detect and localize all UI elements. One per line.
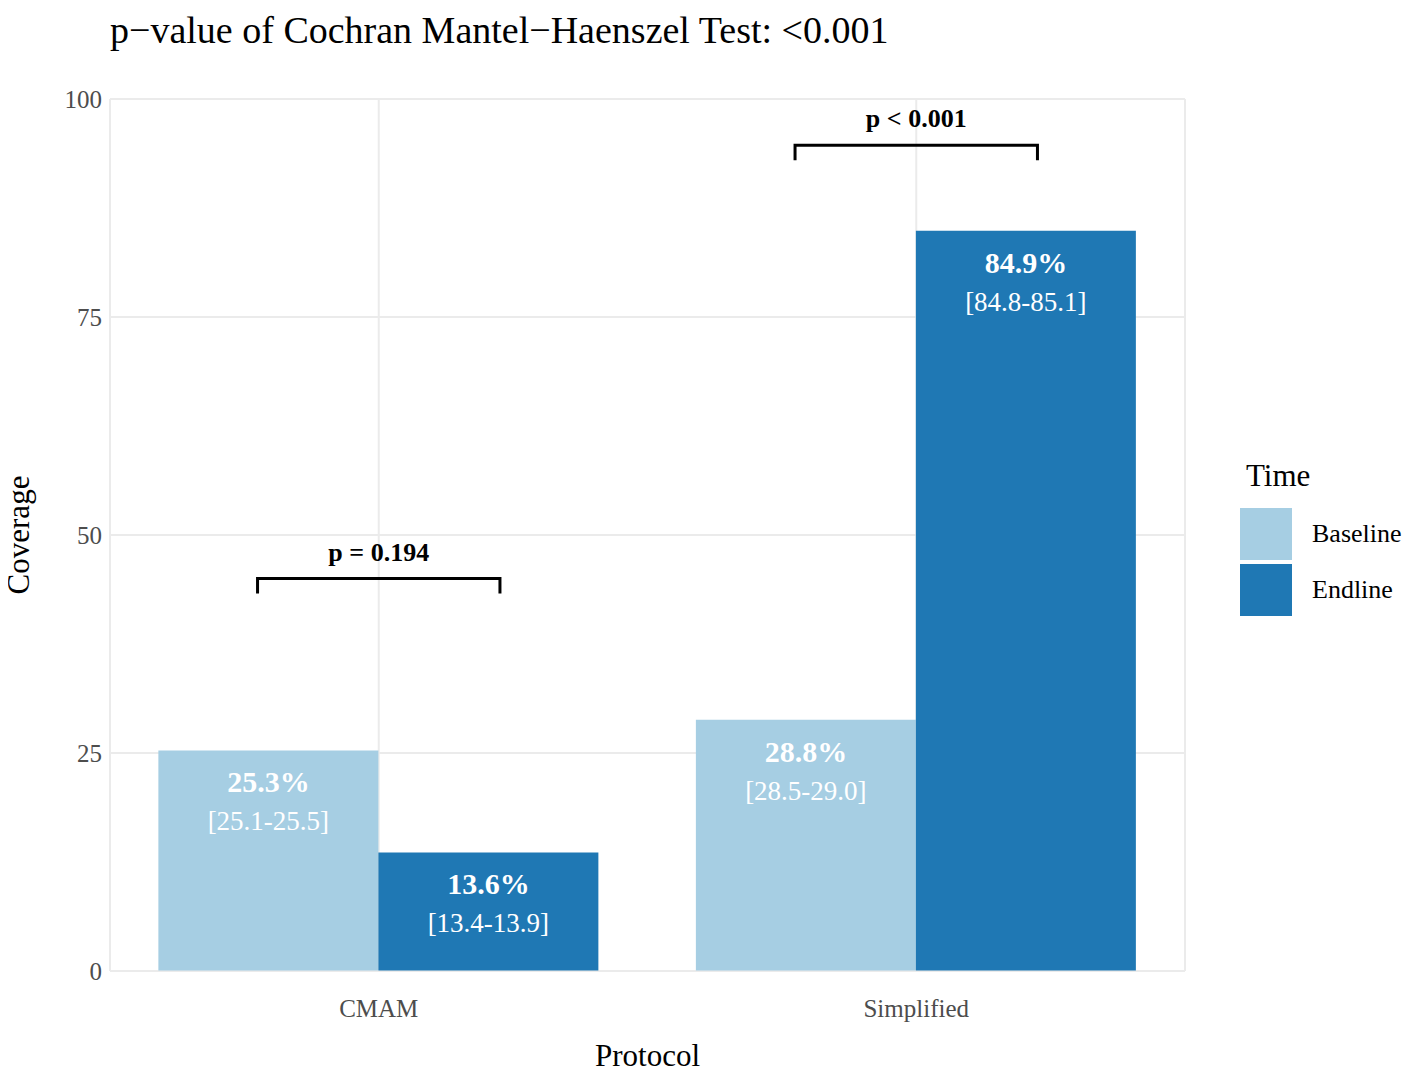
svg-text:50: 50 — [77, 522, 102, 549]
svg-text:Simplified: Simplified — [863, 995, 969, 1022]
svg-text:75: 75 — [77, 304, 102, 331]
svg-text:[84.8-85.1]: [84.8-85.1] — [965, 287, 1086, 317]
svg-text:CMAM: CMAM — [339, 995, 418, 1022]
html-text:Baseline: Baseline — [1312, 519, 1402, 548]
svg-text:Protocol: Protocol — [595, 1038, 700, 1073]
svg-text:Coverage: Coverage — [8, 476, 36, 595]
svg-text:[13.4-13.9]: [13.4-13.9] — [428, 908, 549, 938]
svg-text:0: 0 — [90, 958, 103, 985]
svg-text:p < 0.001: p < 0.001 — [866, 104, 967, 133]
svg-text:100: 100 — [65, 86, 103, 113]
html-text:Time: Time — [1246, 458, 1311, 493]
svg-text:28.8%: 28.8% — [765, 735, 848, 768]
svg-text:13.6%: 13.6% — [447, 867, 530, 900]
svg-text:84.9%: 84.9% — [985, 246, 1068, 279]
svg-text:25.3%: 25.3% — [227, 765, 310, 798]
svg-text:[28.5-29.0]: [28.5-29.0] — [745, 776, 866, 806]
html-text:p−value of Cochran Mantel−Haen: p−value of Cochran Mantel−Haenszel Test:… — [110, 9, 889, 51]
svg-text:p = 0.194: p = 0.194 — [328, 538, 429, 567]
svg-text:[25.1-25.5]: [25.1-25.5] — [208, 806, 329, 836]
svg-text:25: 25 — [77, 740, 102, 767]
html-text:Endline: Endline — [1312, 575, 1393, 604]
